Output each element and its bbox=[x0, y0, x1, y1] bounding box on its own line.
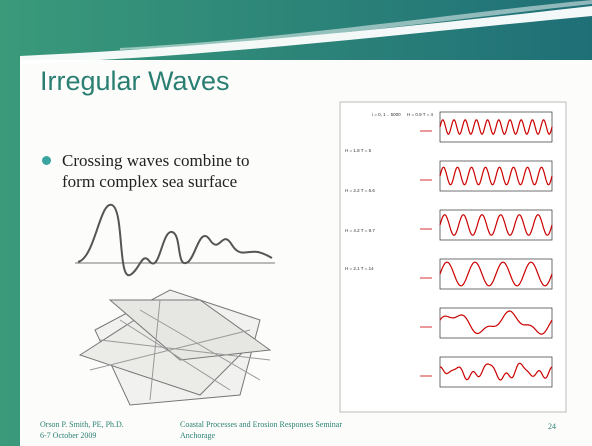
figure-label: i = 0, 1 .. 5000 bbox=[372, 112, 401, 117]
footer-date: 6-7 October 2009 bbox=[40, 431, 96, 441]
slide-number: 24 bbox=[548, 422, 556, 432]
slide-title: Irregular Waves bbox=[40, 66, 230, 97]
footer-event: Coastal Processes and Erosion Responses … bbox=[180, 420, 342, 430]
figure-label: H = 2.2 T = 6.6 bbox=[345, 188, 375, 193]
footer-author: Orson P. Smith, PE, Ph.D. bbox=[40, 420, 124, 430]
bullet-text: Crossing waves combine to form complex s… bbox=[40, 150, 272, 192]
footer-location: Anchorage bbox=[180, 431, 215, 441]
figure-label: H = 2.1 T = 14 bbox=[345, 266, 374, 271]
figure-label: H = 4.2 T = 9.7 bbox=[345, 228, 375, 233]
figure-label: H = 1.8 T = 5 bbox=[345, 148, 372, 153]
slide: i = 0, 1 .. 5000 H = 0.9 T = 4 H = 1.8 T =… bbox=[0, 0, 592, 446]
figure-label: H = 0.9 T = 4 bbox=[407, 112, 434, 117]
